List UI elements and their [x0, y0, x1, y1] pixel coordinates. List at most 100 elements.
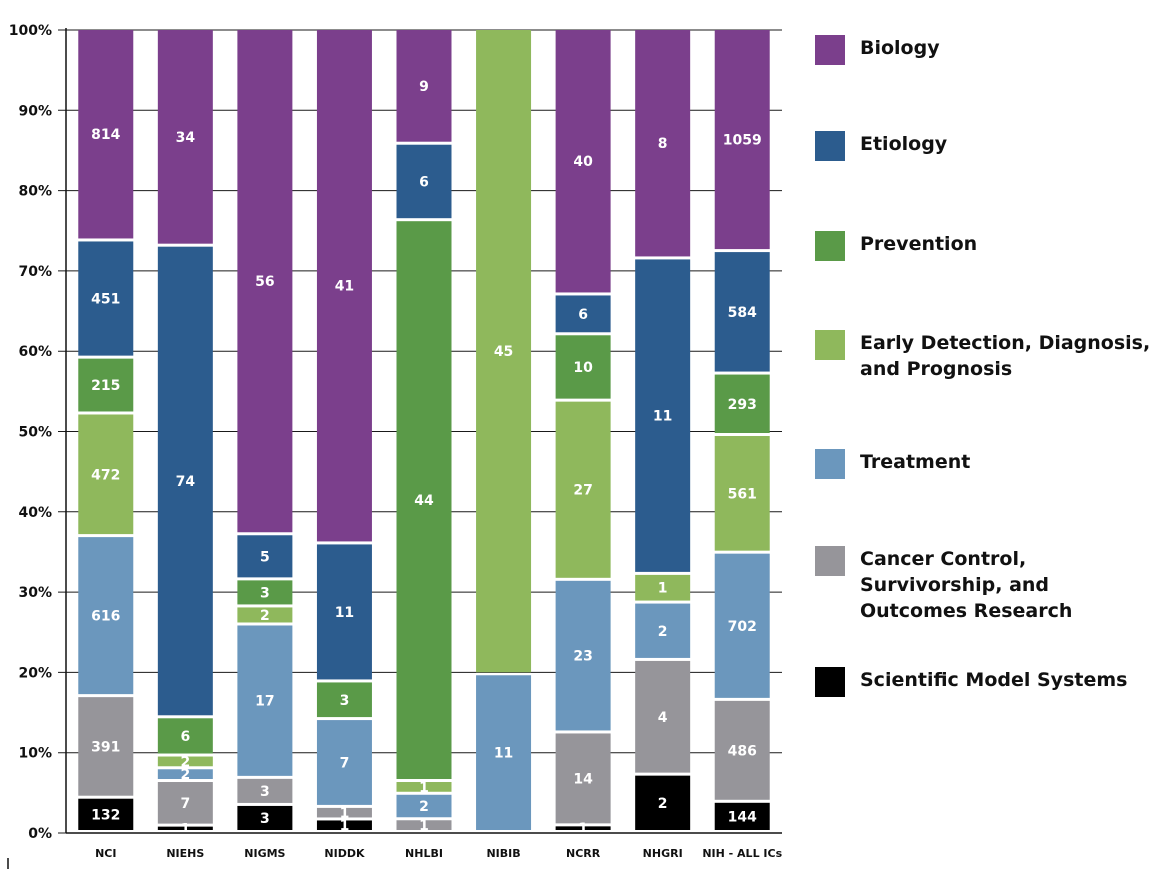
data-label: 44 — [414, 493, 434, 509]
bar-segment — [635, 30, 691, 257]
bar-segment — [555, 826, 611, 830]
legend-swatch — [815, 667, 845, 697]
data-label: 2 — [260, 608, 270, 624]
x-tick-label: NCI — [95, 847, 116, 860]
legend-item-biology: Biology — [815, 35, 1154, 65]
bar-segment — [316, 820, 372, 830]
data-label: 1 — [658, 581, 668, 597]
data-label: 74 — [176, 474, 196, 490]
bar-segment — [714, 374, 770, 434]
data-label: 144 — [728, 809, 757, 825]
y-tick-label: 10% — [18, 746, 52, 762]
bar-segment — [316, 544, 372, 680]
bar-segment — [157, 782, 213, 824]
bar-segment — [635, 574, 691, 601]
bar-segment — [396, 144, 452, 219]
data-label: 702 — [728, 619, 757, 635]
legend-label: Treatment — [860, 451, 971, 473]
bar-segment — [396, 782, 452, 792]
data-label: 14 — [573, 771, 593, 787]
legend-label: Prevention — [860, 233, 978, 255]
bar-segment — [316, 807, 372, 818]
x-tick-label: NIBIB — [486, 847, 520, 860]
bar-segment — [555, 580, 611, 731]
data-label: 2 — [180, 754, 190, 770]
bar-segment — [157, 769, 213, 780]
data-label: 17 — [255, 694, 274, 710]
bar-segment — [157, 246, 213, 716]
bar-segment — [396, 30, 452, 142]
y-tick-label: 60% — [18, 344, 52, 360]
bar-segment — [476, 675, 532, 830]
x-tick-label: NIH - ALL ICs — [702, 847, 782, 860]
legend-item-scientific-model-systems: Scientific Model Systems — [815, 667, 1154, 697]
data-label: 40 — [573, 154, 593, 170]
data-label: 6 — [419, 174, 429, 190]
x-tick-label: NIDDK — [324, 847, 365, 860]
axes: 0% 10% 20% 30% 40% 50% 60% 70% 80% 90% 100% NCI NIEH… — [7, 23, 783, 869]
legend-label: Biology — [860, 37, 940, 59]
x-tick-label: NHLBI — [405, 847, 443, 860]
data-label: 7 — [340, 755, 350, 771]
bar-segment — [714, 436, 770, 551]
data-label: 561 — [728, 486, 757, 502]
data-label: 3 — [260, 784, 270, 800]
legend-swatch — [815, 131, 845, 161]
data-labels: 1323916164722154518141722674343317235561… — [91, 79, 762, 837]
bar-segment — [555, 733, 611, 824]
data-label: 3 — [260, 811, 270, 827]
data-label: 11 — [494, 746, 513, 762]
x-tick-label: NIGMS — [244, 847, 285, 860]
legend-item-treatment: Treatment — [815, 449, 1154, 479]
data-label: 391 — [91, 739, 120, 755]
bars — [78, 30, 770, 830]
data-label: 472 — [91, 467, 120, 483]
x-tick-label: NCRR — [566, 847, 601, 860]
y-tick-label: 50% — [18, 425, 52, 441]
data-label: 1 — [419, 780, 429, 796]
bar-segment — [237, 778, 293, 803]
data-label: 1059 — [723, 133, 762, 149]
data-label: 9 — [419, 79, 429, 95]
data-label: 1 — [180, 821, 190, 837]
y-tick-label: 80% — [18, 184, 52, 200]
legend-swatch — [815, 546, 845, 576]
bar-segment — [78, 414, 134, 535]
data-label: 1 — [419, 818, 429, 834]
y-tick-label: 90% — [18, 103, 52, 119]
bar-segment — [237, 580, 293, 605]
data-label: 2 — [658, 624, 668, 640]
bar-segment — [714, 30, 770, 250]
legend-swatch — [815, 231, 845, 261]
bar-segment — [555, 30, 611, 293]
data-label: 132 — [91, 807, 120, 823]
data-label: 451 — [91, 292, 120, 308]
legend-swatch — [815, 35, 845, 65]
legend-item-prevention: Prevention — [815, 231, 1154, 261]
bar-segment — [78, 30, 134, 239]
data-label: 11 — [653, 409, 672, 425]
data-label: 23 — [573, 649, 592, 665]
data-label: 8 — [658, 136, 668, 152]
data-label: 2 — [180, 767, 190, 783]
bar-segment — [714, 553, 770, 698]
legend-label: Early Detection, Diagnosis, and Prognosi… — [860, 332, 1151, 380]
data-label: 2 — [658, 796, 668, 812]
bar-segment — [635, 660, 691, 773]
legend-swatch — [815, 449, 845, 479]
data-label: 6 — [180, 729, 190, 745]
legend-label: Scientific Model Systems — [860, 669, 1128, 691]
data-label: 56 — [255, 274, 274, 290]
bar-segment — [555, 401, 611, 578]
bar-segment — [635, 259, 691, 572]
data-label: 814 — [91, 127, 120, 143]
data-label: 3 — [340, 693, 350, 709]
bar-segment — [237, 625, 293, 776]
data-label: 293 — [728, 397, 757, 413]
data-label: 27 — [573, 483, 592, 499]
data-label: 45 — [494, 344, 513, 360]
data-label: 10 — [573, 360, 593, 376]
legend-label: Cancer Control, Survivorship, and Outcom… — [860, 548, 1073, 622]
bar-segment — [316, 682, 372, 718]
bar-segment — [237, 805, 293, 830]
